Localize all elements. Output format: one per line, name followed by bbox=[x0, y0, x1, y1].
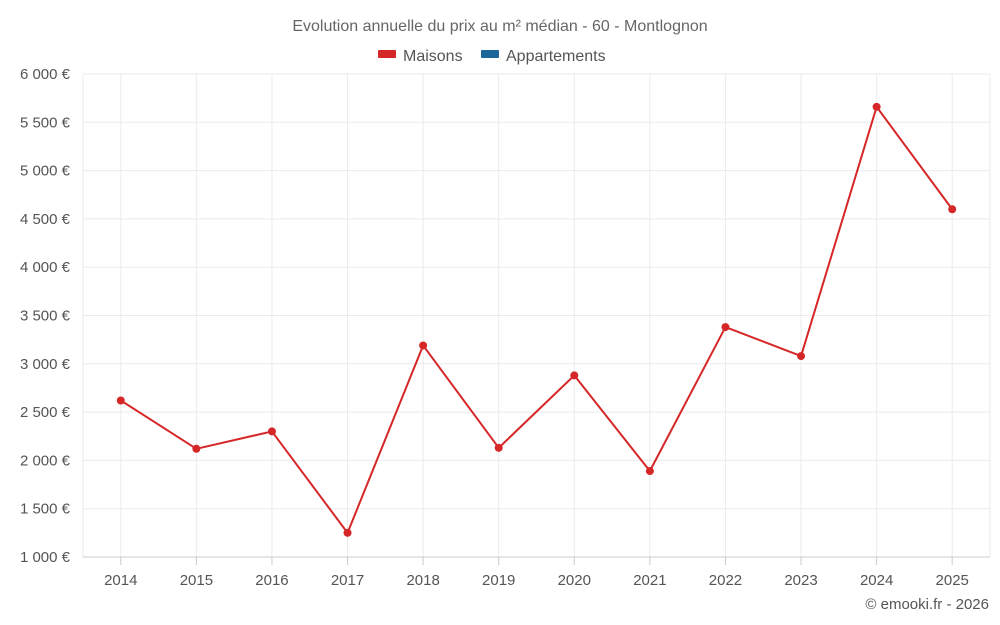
grid bbox=[82, 73, 991, 557]
y-axis: 1 000 € 1 500 € 2 000 € 2 500 € 3 000 € 3 500… bbox=[20, 66, 71, 566]
y-tick-label: 2 500 € bbox=[20, 404, 71, 421]
x-axis: 2014 2015 2016 2017 2018 2019 2020 2021 2022 2023… bbox=[83, 556, 990, 589]
y-tick-label: 6 000 € bbox=[20, 66, 71, 83]
legend-item-appartements[interactable]: Appartements bbox=[481, 48, 606, 65]
legend: Maisons Appartements bbox=[378, 48, 606, 65]
x-tick-label: 2016 bbox=[255, 572, 288, 589]
data-point-maisons-2019[interactable] bbox=[494, 443, 503, 452]
x-tick-label: 2023 bbox=[784, 572, 817, 589]
series-layer bbox=[116, 102, 957, 537]
legend-swatch-maisons bbox=[378, 50, 396, 58]
legend-label-appartements: Appartements bbox=[506, 48, 606, 65]
x-tick-label: 2020 bbox=[558, 572, 591, 589]
chart-title: Evolution annuelle du prix au m² médian … bbox=[292, 18, 707, 35]
data-point-maisons-2014[interactable] bbox=[116, 396, 125, 405]
legend-item-maisons[interactable]: Maisons bbox=[378, 48, 463, 65]
y-tick-label: 3 000 € bbox=[20, 356, 71, 373]
data-point-maisons-2024[interactable] bbox=[872, 102, 881, 111]
x-tick-label: 2014 bbox=[104, 572, 137, 589]
y-tick-label: 1 500 € bbox=[20, 501, 71, 518]
legend-label-maisons: Maisons bbox=[403, 48, 463, 65]
data-point-maisons-2020[interactable] bbox=[570, 371, 579, 380]
x-tick-label: 2025 bbox=[936, 572, 969, 589]
data-point-maisons-2021[interactable] bbox=[645, 467, 654, 476]
data-point-maisons-2025[interactable] bbox=[948, 205, 957, 214]
y-tick-label: 2 000 € bbox=[20, 452, 71, 469]
y-tick-label: 5 500 € bbox=[20, 114, 71, 131]
data-point-maisons-2023[interactable] bbox=[797, 352, 806, 361]
x-tick-label: 2021 bbox=[633, 572, 666, 589]
y-tick-label: 4 000 € bbox=[20, 259, 71, 276]
legend-swatch-appartements bbox=[481, 50, 499, 58]
data-point-maisons-2022[interactable] bbox=[721, 323, 730, 332]
y-tick-label: 1 000 € bbox=[20, 549, 71, 566]
series-line-maisons bbox=[120, 105, 954, 534]
x-tick-label: 2022 bbox=[709, 572, 742, 589]
y-tick-label: 4 500 € bbox=[20, 211, 71, 228]
x-tick-label: 2024 bbox=[860, 572, 893, 589]
data-point-maisons-2017[interactable] bbox=[343, 528, 352, 537]
x-tick-label: 2019 bbox=[482, 572, 515, 589]
x-tick-label: 2018 bbox=[406, 572, 439, 589]
y-tick-label: 3 500 € bbox=[20, 308, 71, 325]
x-tick-label: 2017 bbox=[331, 572, 364, 589]
credit-text: © emooki.fr - 2026 bbox=[865, 596, 989, 613]
x-tick-label: 2015 bbox=[180, 572, 213, 589]
data-point-maisons-2015[interactable] bbox=[192, 444, 201, 453]
data-point-maisons-2016[interactable] bbox=[267, 427, 276, 436]
data-point-maisons-2018[interactable] bbox=[419, 341, 428, 350]
y-tick-label: 5 000 € bbox=[20, 163, 71, 180]
